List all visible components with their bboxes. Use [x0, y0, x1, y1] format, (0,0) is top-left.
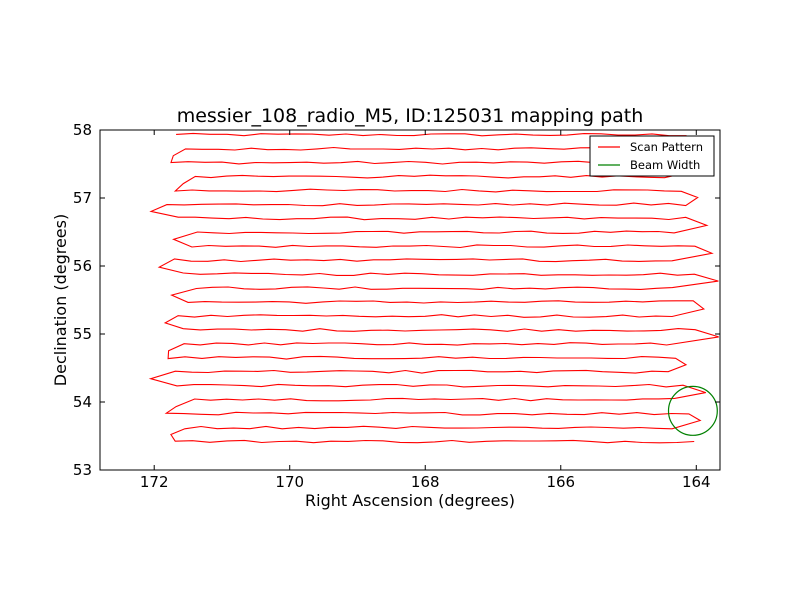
x-tick-label: 164 — [682, 473, 711, 491]
chart-title: messier_108_radio_M5, ID:125031 mapping … — [177, 105, 644, 127]
plot-background — [100, 130, 720, 470]
y-tick-label: 56 — [73, 257, 92, 275]
y-tick-label: 53 — [73, 461, 92, 479]
scan-pattern-line — [148, 132, 719, 444]
legend-label: Scan Pattern — [630, 140, 703, 154]
legend-label: Beam Width — [630, 158, 700, 172]
y-axis-label: Declination (degrees) — [51, 214, 70, 386]
y-tick-label: 54 — [73, 393, 92, 411]
plot-area — [99, 129, 721, 471]
x-tick-label: 170 — [275, 473, 304, 491]
x-tick-label: 172 — [140, 473, 169, 491]
y-tick-label: 55 — [73, 325, 92, 343]
legend-box — [589, 135, 715, 177]
y-tick-label: 58 — [73, 121, 92, 139]
legend: Scan Pattern Beam Width — [589, 135, 715, 177]
y-tick-label: 57 — [73, 189, 92, 207]
beam-width — [667, 385, 718, 436]
x-tick-label: 168 — [411, 473, 440, 491]
x-axis: 172 170 168 166 164 — [140, 130, 711, 491]
scan-pattern — [148, 132, 719, 444]
x-axis-label: Right Ascension (degrees) — [305, 491, 515, 510]
y-axis: 53 54 55 56 57 58 — [73, 121, 720, 479]
plot-frame — [99, 129, 721, 471]
x-tick-label: 166 — [546, 473, 575, 491]
beam-width-circle — [667, 385, 718, 436]
